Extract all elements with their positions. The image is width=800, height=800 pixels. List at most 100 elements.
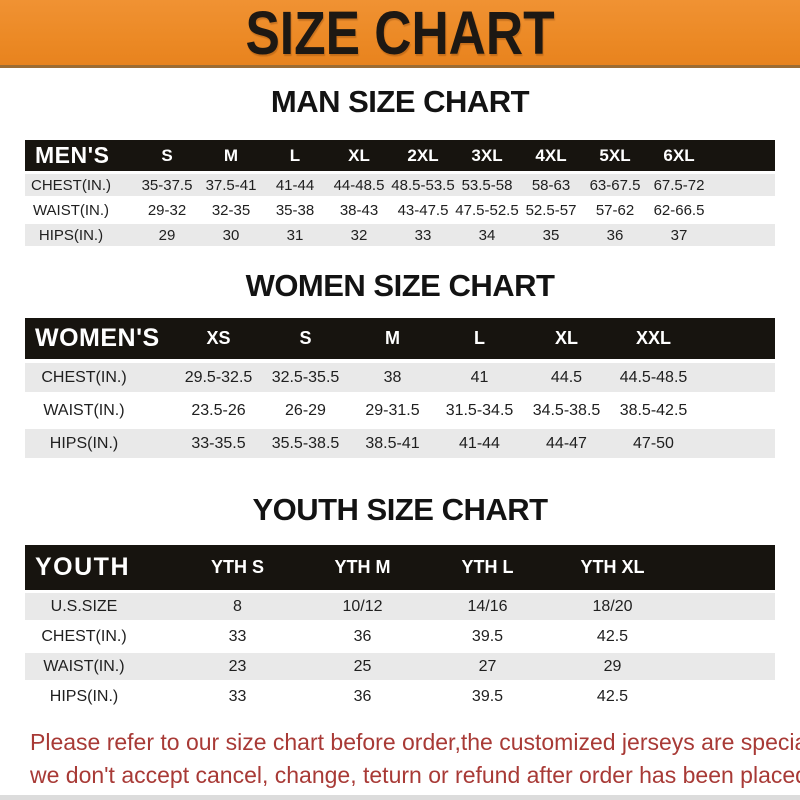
men-section-title: MAN SIZE CHART [270, 84, 530, 119]
row-label: WAIST(IN.) [43, 657, 125, 675]
measure-value: 57-62 [595, 201, 635, 219]
size-column-header: 5XL [599, 145, 631, 165]
measure-value: 29-32 [147, 201, 187, 219]
measure-value: 27 [478, 657, 497, 675]
measure-value: 39.5 [471, 687, 504, 705]
measure-value: 43-47.5 [397, 201, 449, 219]
order-note-line2: we don't accept cancel, change, teturn o… [30, 762, 800, 788]
measure-value: 31 [286, 226, 304, 244]
measure-row: WAIST(IN.) 23 25 27 29 [25, 653, 775, 680]
measure-value: 23 [228, 657, 247, 675]
measure-value: 62-66.5 [653, 201, 705, 219]
measure-value: 35 [542, 226, 560, 244]
size-column-header: 2XL [407, 145, 439, 165]
measure-row: HIPS(IN.) 29 30 31 32 33 34 35 36 37 [25, 224, 775, 246]
measure-value: 29 [603, 657, 622, 675]
measure-row: HIPS(IN.) 33 36 39.5 42.5 [25, 683, 775, 710]
size-column-header: 6XL [663, 145, 695, 165]
measure-value: 42.5 [596, 627, 629, 645]
row-label: HIPS(IN.) [49, 434, 119, 452]
measure-value: 36 [353, 687, 372, 705]
banner: SIZE CHART [0, 0, 800, 68]
measure-value: 47.5-52.5 [455, 201, 519, 219]
measure-row: CHEST(IN.) 35-37.5 37.5-41 41-44 44-48.5 48.5… [25, 174, 775, 196]
measure-value: 36 [606, 226, 624, 244]
size-column-header: 3XL [471, 145, 503, 165]
measure-value: 39.5 [471, 627, 504, 645]
size-column-header: 4XL [535, 145, 567, 165]
measure-value: 42.5 [596, 687, 629, 705]
row-label: HIPS(IN.) [38, 226, 104, 244]
size-column-header: YTH S [210, 557, 264, 577]
page-title: SIZE CHART [245, 0, 555, 68]
measure-value: 35-37.5 [141, 176, 193, 194]
table-header-label: WOMEN'S [35, 324, 160, 352]
measure-value: 18/20 [592, 597, 633, 615]
measure-value: 44-48.5 [333, 176, 385, 194]
measure-value: 30 [222, 226, 240, 244]
table-header-row: MEN'S S M L XL 2XL 3XL 4XL 5XL 6XL [25, 140, 775, 171]
table-header-row: YOUTH YTH S YTH M YTH L YTH XL [25, 545, 775, 590]
measure-value: 34 [478, 226, 496, 244]
table-header-label: MEN'S [35, 142, 110, 168]
measure-row: CHEST(IN.) 33 36 39.5 42.5 [25, 623, 775, 650]
photo-edge-strip [0, 795, 800, 800]
row-label: U.S.SIZE [50, 597, 118, 615]
measure-value: 35-38 [275, 201, 315, 219]
measure-value: 31.5-34.5 [445, 401, 514, 419]
measure-value: 33-35.5 [191, 434, 246, 452]
measure-row: U.S.SIZE 8 10/12 14/16 18/20 [25, 593, 775, 620]
size-column-header: S [161, 145, 173, 165]
measure-value: 58-63 [531, 176, 571, 194]
youth-section-title: YOUTH SIZE CHART [252, 492, 548, 527]
measure-value: 32.5-35.5 [271, 368, 340, 386]
measure-value: 32 [350, 226, 368, 244]
order-note: Please refer to our size chart before or… [30, 726, 800, 792]
measure-row: WAIST(IN.) 29-32 32-35 35-38 38-43 43-47.5 47.… [25, 199, 775, 221]
measure-value: 29-31.5 [365, 401, 420, 419]
women-section-title: WOMEN SIZE CHART [245, 268, 555, 303]
men-size-table: MEN'S S M L XL 2XL 3XL 4XL 5XL 6XL CHEST(IN.) 35-37… [25, 140, 775, 246]
measure-value: 41-44 [275, 176, 315, 194]
size-column-header: L [474, 328, 485, 348]
size-column-header: YTH M [334, 557, 391, 577]
order-note-line1: Please refer to our size chart before or… [30, 729, 800, 755]
size-column-header: S [299, 328, 312, 348]
measure-value: 29 [158, 226, 176, 244]
measure-value: 32-35 [211, 201, 251, 219]
row-label: WAIST(IN.) [43, 401, 125, 419]
measure-value: 25 [353, 657, 372, 675]
measure-value: 26-29 [285, 401, 326, 419]
measure-value: 36 [353, 627, 372, 645]
measure-value: 33 [228, 627, 247, 645]
measure-value: 38.5-41 [365, 434, 420, 452]
size-column-header: XL [348, 145, 370, 165]
measure-value: 37.5-41 [205, 176, 257, 194]
measure-value: 38 [383, 368, 402, 386]
measure-value: 67.5-72 [653, 176, 705, 194]
measure-value: 37 [670, 226, 688, 244]
row-label: CHEST(IN.) [41, 627, 127, 645]
row-label: CHEST(IN.) [41, 368, 127, 386]
measure-value: 41 [470, 368, 489, 386]
measure-value: 35.5-38.5 [271, 434, 340, 452]
row-label: CHEST(IN.) [31, 176, 111, 194]
row-label: HIPS(IN.) [49, 687, 119, 705]
measure-value: 33 [414, 226, 432, 244]
size-column-header: XXL [635, 328, 671, 348]
measure-value: 44.5-48.5 [619, 368, 688, 386]
measure-value: 63-67.5 [589, 176, 641, 194]
measure-value: 38.5-42.5 [619, 401, 688, 419]
women-size-table: WOMEN'S XS S M L XL XXL CHEST(IN.) 29.5-32.5 32.5… [25, 318, 775, 458]
size-column-header: YTH XL [580, 557, 645, 577]
row-label: WAIST(IN.) [32, 201, 110, 219]
measure-value: 38-43 [339, 201, 379, 219]
measure-value: 48.5-53.5 [391, 176, 455, 194]
measure-value: 41-44 [459, 434, 500, 452]
size-column-header: XS [206, 328, 231, 348]
measure-value: 8 [233, 597, 242, 615]
measure-value: 44-47 [546, 434, 587, 452]
measure-value: 52.5-57 [525, 201, 577, 219]
measure-value: 47-50 [633, 434, 674, 452]
